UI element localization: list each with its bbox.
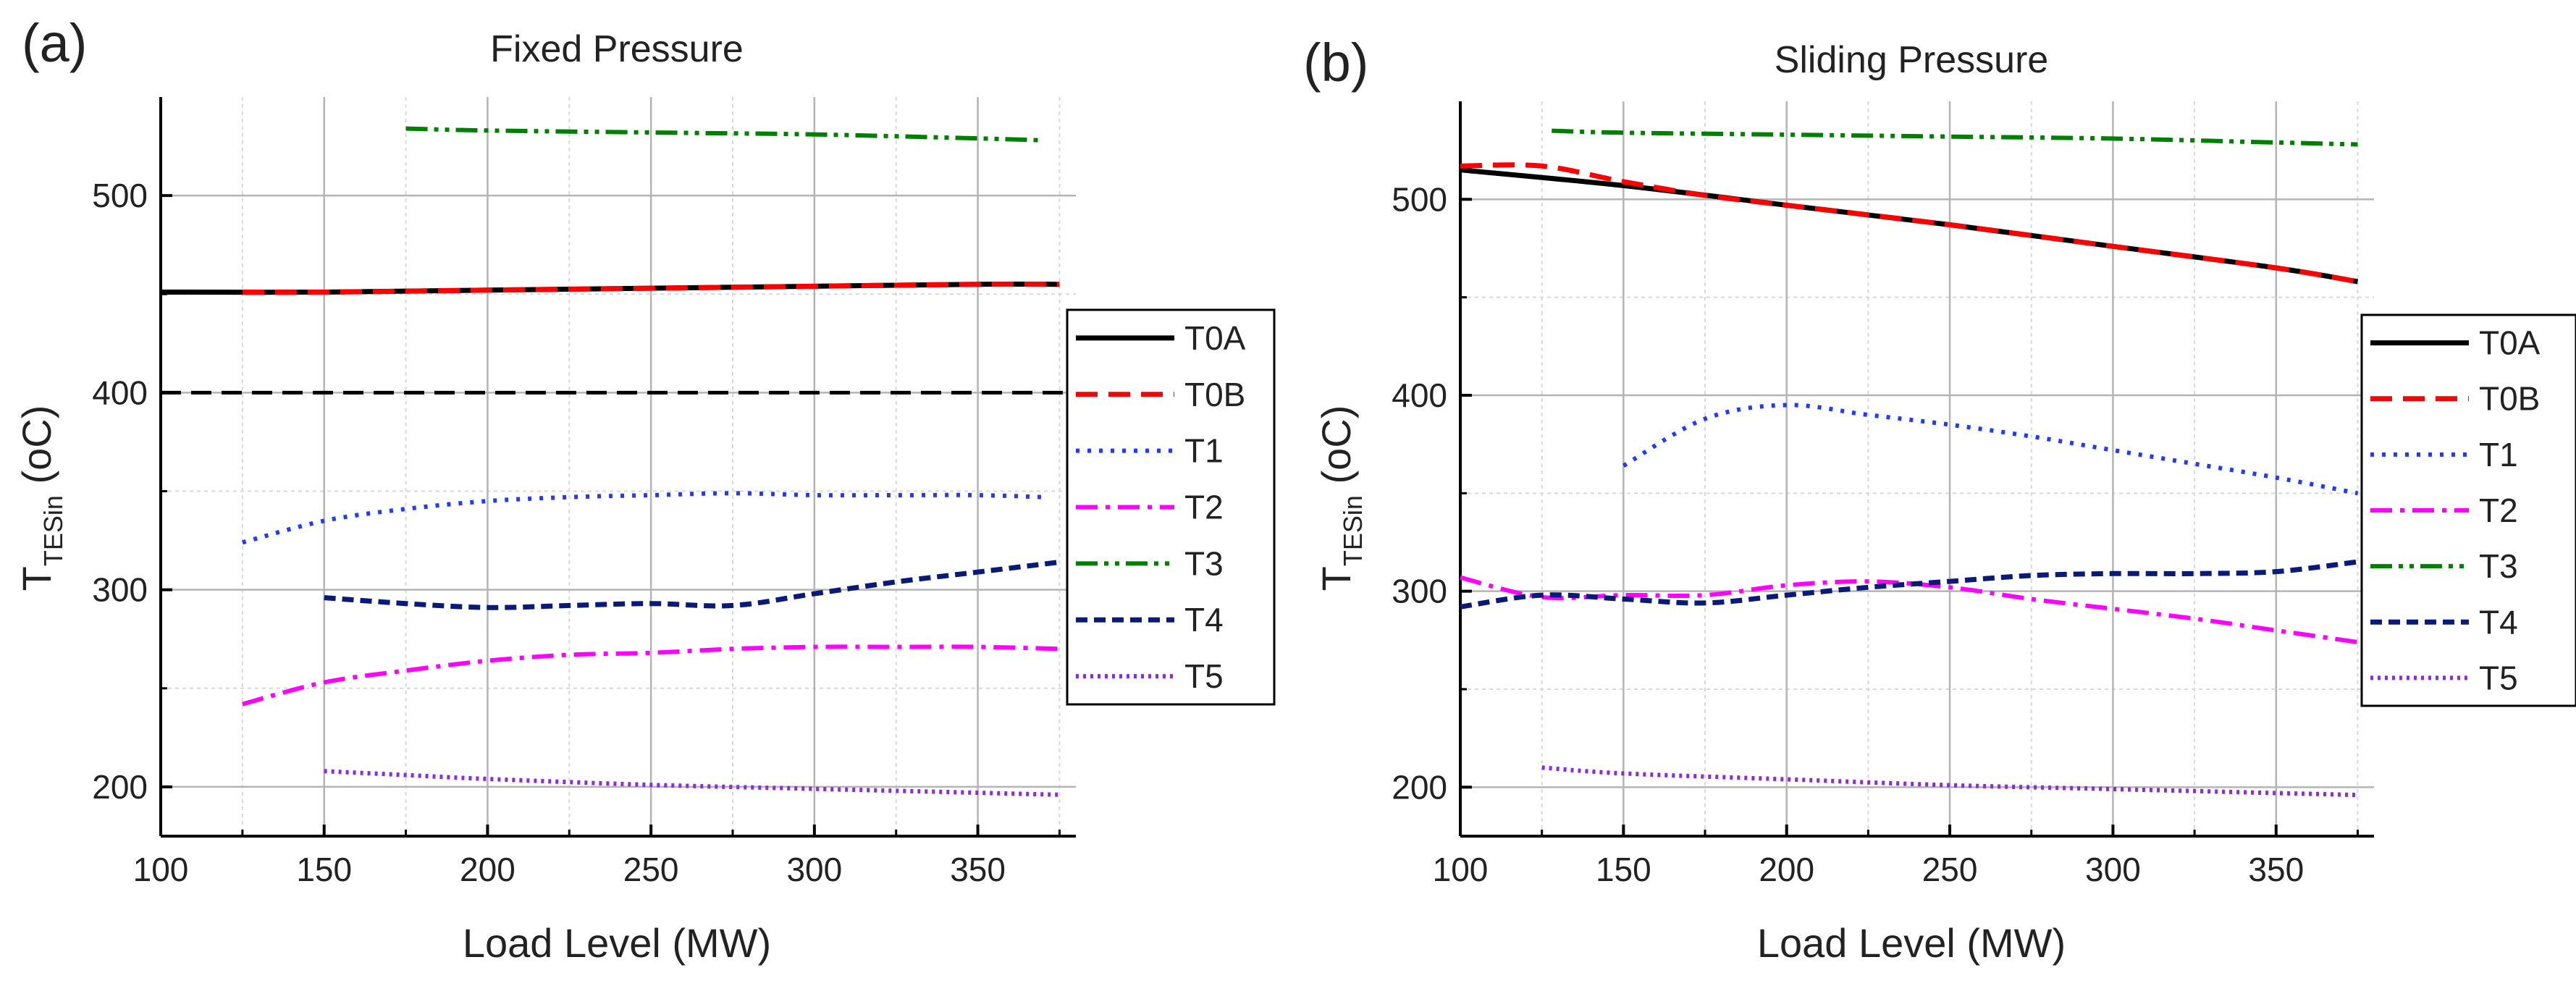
- x-tick-label: 100: [1433, 851, 1489, 888]
- series-line-t4: [1460, 559, 2358, 610]
- legend-b: T0A T0B T1 T2 T3 T4 T5: [2360, 313, 2576, 707]
- legend-label-t5: T5: [1184, 657, 1224, 695]
- legend-label-t0b: T0B: [2479, 380, 2540, 418]
- legend-label-t2: T2: [2479, 492, 2518, 529]
- x-tick-label: 100: [133, 851, 189, 888]
- x-tick-label: 300: [2085, 851, 2141, 888]
- legend-label-t2: T2: [1184, 489, 1224, 526]
- plot-area-a: 100 150 200 250 300 350 200 300 400 500: [92, 97, 1076, 888]
- y-tick-label: 500: [92, 177, 148, 214]
- y-tick-label: 400: [92, 374, 148, 411]
- y-tick-label: 400: [1392, 376, 1447, 414]
- legend-label-t1: T1: [1184, 432, 1224, 470]
- panel-label-b: (b): [1303, 33, 1368, 93]
- y-axis-label-b: TTESin (oC): [1313, 405, 1368, 591]
- chart-title-b: Sliding Pressure: [1775, 39, 2049, 81]
- series-line-t3: [1552, 128, 2358, 147]
- legend-label-t0a: T0A: [1184, 319, 1246, 357]
- legend-label-t5: T5: [2479, 659, 2518, 696]
- legend-label-t4: T4: [2479, 603, 2518, 641]
- legend-label-t0a: T0A: [2479, 324, 2541, 362]
- series-line-t0b: [1460, 162, 2359, 285]
- legend-label-t3: T3: [1184, 544, 1224, 582]
- legend-label-t0b: T0B: [1184, 376, 1245, 413]
- x-tick-label: 200: [460, 851, 515, 888]
- series-line-t1: [1622, 403, 2359, 496]
- legend-label-t1: T1: [2479, 436, 2518, 473]
- series-line-t4: [324, 560, 1060, 610]
- x-axis-label-a: Load Level (MW): [463, 920, 771, 966]
- y-tick-label: 200: [92, 768, 148, 806]
- x-axis-label-b: Load Level (MW): [1757, 920, 2066, 966]
- x-tick-label: 250: [623, 851, 679, 888]
- series-line-t3: [405, 126, 1043, 143]
- x-tick-label: 300: [786, 851, 842, 888]
- y-tick-label: 300: [92, 571, 148, 609]
- x-tick-label: 150: [296, 851, 352, 888]
- x-tick-label: 350: [950, 851, 1006, 888]
- series-line-t2: [242, 644, 1060, 707]
- chart-panel-a: (a) Fixed Pressure Load Level (MW) TTESi…: [14, 13, 771, 966]
- y-tick-label: 300: [1392, 573, 1447, 610]
- chart-panel-b: (b) Sliding Pressure Load Level (MW) TTE…: [1303, 33, 2066, 966]
- series-line-t2: [1460, 575, 2358, 644]
- series-line-t5: [1541, 765, 2358, 798]
- y-tick-label: 500: [1392, 180, 1447, 218]
- series-line-t1: [242, 491, 1043, 545]
- panel-label-a: (a): [22, 13, 87, 73]
- x-tick-label: 250: [1922, 851, 1978, 888]
- legend-label-t3: T3: [2479, 547, 2518, 585]
- x-tick-label: 350: [2248, 851, 2304, 888]
- series-line-t5: [324, 769, 1060, 797]
- chart-title-a: Fixed Pressure: [490, 28, 744, 70]
- series-line-t0b: [242, 281, 1060, 295]
- y-tick-label: 200: [1392, 768, 1447, 806]
- plot-area-b: 100 150 200 250 300 350 200 300 400 500: [1392, 101, 2374, 888]
- legend-a: T0A T0B T1 T2 T3 T4 T5: [1066, 308, 1276, 706]
- legend-label-t4: T4: [1184, 601, 1224, 639]
- x-tick-label: 200: [1759, 851, 1814, 888]
- x-tick-label: 150: [1596, 851, 1651, 888]
- y-axis-label-a: TTESin (oC): [14, 405, 68, 591]
